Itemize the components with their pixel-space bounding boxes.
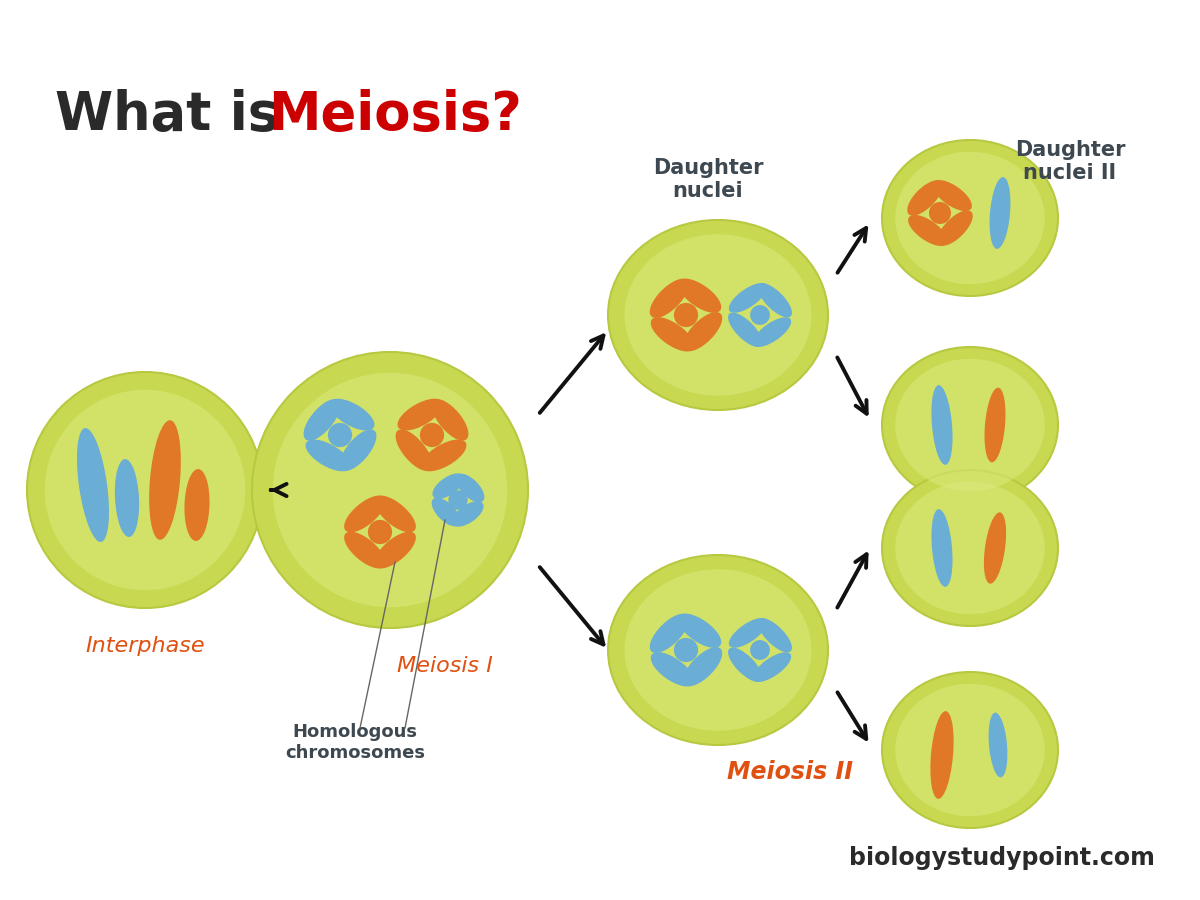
Ellipse shape — [757, 618, 792, 652]
Text: Meiosis I: Meiosis I — [397, 656, 493, 676]
Ellipse shape — [750, 640, 770, 660]
Ellipse shape — [984, 512, 1006, 584]
Ellipse shape — [728, 618, 767, 648]
Ellipse shape — [728, 283, 767, 313]
Ellipse shape — [728, 312, 762, 346]
Ellipse shape — [329, 399, 374, 430]
Ellipse shape — [757, 284, 792, 318]
Ellipse shape — [328, 423, 352, 447]
Ellipse shape — [674, 638, 698, 662]
Ellipse shape — [649, 279, 689, 318]
Ellipse shape — [449, 491, 468, 509]
Text: biologystudypoint.com: biologystudypoint.com — [850, 846, 1154, 870]
Ellipse shape — [678, 279, 721, 313]
Ellipse shape — [432, 399, 468, 441]
Ellipse shape — [895, 152, 1045, 284]
Ellipse shape — [895, 359, 1045, 491]
Ellipse shape — [882, 347, 1058, 503]
Ellipse shape — [907, 180, 943, 216]
Ellipse shape — [908, 215, 948, 246]
Ellipse shape — [882, 140, 1058, 296]
Text: Meiosis?: Meiosis? — [268, 89, 522, 141]
Ellipse shape — [990, 177, 1010, 249]
Ellipse shape — [304, 399, 341, 441]
Ellipse shape — [374, 496, 416, 532]
Text: Daughter
nuclei II: Daughter nuclei II — [1015, 140, 1126, 184]
Ellipse shape — [937, 211, 973, 246]
Ellipse shape — [984, 388, 1006, 463]
Ellipse shape — [608, 220, 828, 410]
Ellipse shape — [340, 429, 377, 471]
Text: Meiosis II: Meiosis II — [727, 760, 853, 784]
Ellipse shape — [752, 317, 791, 347]
Ellipse shape — [421, 439, 467, 472]
Text: What is: What is — [55, 89, 298, 141]
Ellipse shape — [432, 498, 461, 526]
Ellipse shape — [624, 234, 811, 396]
Ellipse shape — [432, 473, 464, 499]
Ellipse shape — [624, 570, 811, 731]
Ellipse shape — [728, 648, 762, 682]
Ellipse shape — [397, 399, 443, 430]
Ellipse shape — [683, 647, 722, 686]
Ellipse shape — [608, 555, 828, 745]
Ellipse shape — [895, 684, 1045, 816]
Ellipse shape — [650, 652, 695, 687]
Text: Daughter
nuclei: Daughter nuclei — [653, 158, 763, 202]
Ellipse shape — [752, 652, 791, 682]
Ellipse shape — [368, 520, 392, 544]
Ellipse shape — [420, 423, 444, 447]
Ellipse shape — [452, 501, 484, 526]
Text: Interphase: Interphase — [85, 636, 205, 656]
Ellipse shape — [344, 496, 385, 532]
Ellipse shape — [930, 711, 954, 799]
Ellipse shape — [344, 532, 385, 569]
Ellipse shape — [649, 614, 689, 652]
Ellipse shape — [396, 429, 432, 471]
Ellipse shape — [149, 420, 181, 540]
Ellipse shape — [374, 532, 416, 569]
Ellipse shape — [989, 713, 1008, 778]
Ellipse shape — [272, 373, 508, 608]
Ellipse shape — [932, 180, 972, 211]
Ellipse shape — [28, 372, 263, 608]
Ellipse shape — [306, 439, 350, 472]
Ellipse shape — [895, 482, 1045, 615]
Text: Homologous
chromosomes: Homologous chromosomes — [286, 723, 425, 761]
Ellipse shape — [931, 509, 953, 587]
Ellipse shape — [185, 469, 210, 541]
Ellipse shape — [882, 470, 1058, 626]
Ellipse shape — [678, 614, 721, 648]
Ellipse shape — [929, 202, 952, 224]
Ellipse shape — [931, 385, 953, 465]
Ellipse shape — [674, 303, 698, 327]
Ellipse shape — [882, 672, 1058, 828]
Ellipse shape — [44, 390, 245, 590]
Ellipse shape — [77, 428, 109, 542]
Ellipse shape — [115, 459, 139, 537]
Ellipse shape — [252, 352, 528, 628]
Ellipse shape — [750, 305, 770, 325]
Ellipse shape — [456, 473, 485, 502]
Ellipse shape — [650, 317, 695, 351]
Ellipse shape — [683, 312, 722, 351]
